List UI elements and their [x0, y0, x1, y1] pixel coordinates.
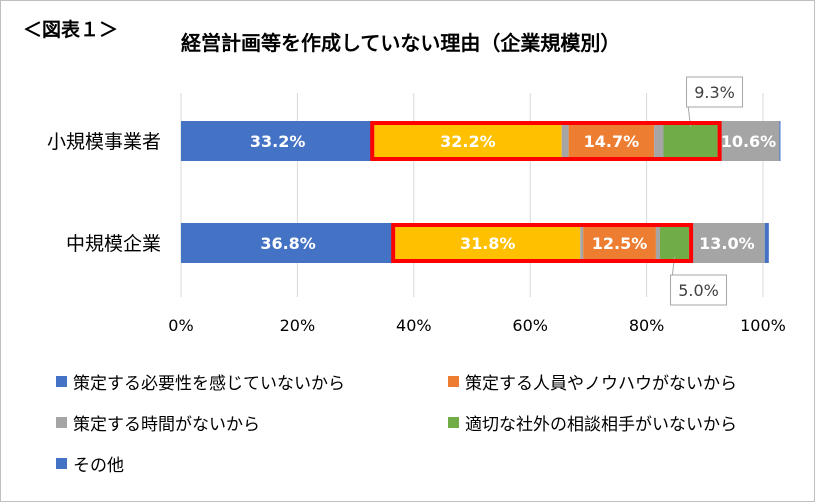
data-label: 10.6%: [721, 132, 777, 151]
bar-segment: [689, 223, 765, 263]
x-tick-label: 80%: [629, 316, 665, 335]
data-label: 14.7%: [584, 132, 640, 151]
bar-segment: [654, 121, 664, 161]
bar-segment: [568, 121, 655, 161]
bar-segment: [374, 121, 562, 161]
legend-item: 策定する人員やノウハウがないから: [448, 369, 737, 394]
data-label: 32.2%: [440, 132, 496, 151]
bar-segment: [181, 121, 375, 161]
x-tick-label: 20%: [280, 316, 316, 335]
legend-label: 策定する人員やノウハウがないから: [465, 374, 737, 394]
legend-swatch: [448, 417, 459, 428]
callout-box: [670, 274, 728, 306]
bar-segment: [779, 121, 781, 161]
x-tick-label: 0%: [168, 316, 193, 335]
bar-segment: [663, 121, 718, 161]
callout-box: [686, 76, 744, 108]
legend-label: その他: [73, 456, 124, 476]
data-label: 13.0%: [699, 234, 755, 253]
highlight-box: [370, 121, 722, 161]
legend-swatch: [448, 376, 459, 387]
data-label: 36.8%: [260, 234, 316, 253]
highlight-box: [391, 223, 694, 263]
legend-item: 策定する時間がないから: [56, 410, 260, 435]
bar-segment: [561, 121, 569, 161]
chart-title: 経営計画等を作成していない理由（企業規模別）: [181, 31, 621, 55]
bar-segment: [395, 223, 581, 263]
bar-segment: [717, 121, 780, 161]
data-label: 12.5%: [592, 234, 648, 253]
legend-label: 策定する必要性を感じていないから: [73, 374, 345, 394]
x-tick-label: 40%: [396, 316, 432, 335]
bar-segment: [580, 223, 584, 263]
data-label: 31.8%: [460, 234, 516, 253]
category-label: 中規模企業: [66, 233, 161, 255]
data-label: 33.2%: [250, 132, 306, 151]
x-tick-label: 60%: [512, 316, 548, 335]
legend-item: 策定する必要性を感じていないから: [56, 369, 345, 394]
legend-swatch: [56, 376, 67, 387]
legend-label: 策定する時間がないから: [73, 415, 260, 435]
data-label: 9.3%: [694, 83, 735, 102]
bar-segment: [181, 223, 396, 263]
legend-swatch: [56, 417, 67, 428]
x-tick-label: 100%: [740, 316, 786, 335]
figure-label: ＜図表１＞: [23, 19, 119, 41]
bar-segment: [655, 223, 660, 263]
category-label: 小規模事業者: [47, 131, 161, 153]
bar-segment: [764, 223, 769, 263]
legend-label: 適切な社外の相談相手がいないから: [465, 415, 737, 435]
legend-swatch: [56, 458, 67, 469]
bar-segment: [659, 223, 690, 263]
data-label: 5.0%: [678, 281, 719, 300]
bar-segment: [583, 223, 656, 263]
legend-item: 適切な社外の相談相手がいないから: [448, 410, 737, 435]
legend-item: その他: [56, 451, 124, 476]
